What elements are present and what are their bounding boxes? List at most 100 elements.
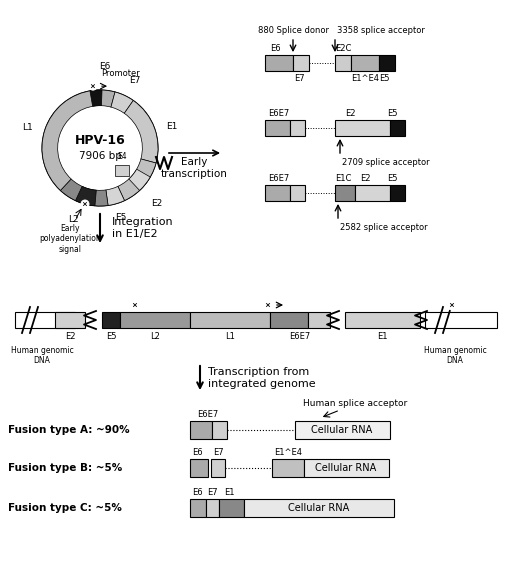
Bar [244, 499, 394, 517]
Text: E2: E2 [360, 174, 370, 183]
Wedge shape [60, 179, 108, 206]
Text: E1: E1 [224, 488, 234, 497]
Circle shape [81, 200, 89, 208]
Wedge shape [90, 90, 102, 106]
Wedge shape [111, 92, 133, 113]
Bar [345, 312, 420, 328]
Text: Early
transcription: Early transcription [161, 157, 227, 178]
Text: E6: E6 [99, 62, 111, 71]
Bar [265, 55, 293, 71]
Circle shape [58, 105, 142, 190]
Circle shape [89, 82, 97, 90]
Bar [211, 459, 225, 477]
Text: Human splice acceptor: Human splice acceptor [303, 399, 407, 408]
Bar [308, 312, 330, 328]
Wedge shape [93, 90, 115, 107]
Bar [390, 185, 405, 201]
Bar [335, 55, 351, 71]
Text: Integration
in E1/E2: Integration in E1/E2 [112, 217, 174, 239]
Text: 3358 splice acceptor: 3358 splice acceptor [337, 26, 425, 35]
Wedge shape [42, 90, 95, 190]
Text: Human genomic
DNA: Human genomic DNA [423, 346, 486, 365]
Text: Fusion type B: ~5%: Fusion type B: ~5% [8, 463, 122, 473]
Text: E4: E4 [117, 152, 127, 161]
Text: E5: E5 [387, 174, 397, 183]
Text: E5: E5 [106, 332, 116, 341]
Bar [265, 120, 290, 136]
Circle shape [130, 300, 140, 310]
Text: E7: E7 [294, 74, 304, 83]
Wedge shape [124, 100, 158, 163]
Text: E5: E5 [379, 74, 390, 83]
Wedge shape [106, 186, 124, 205]
Text: Cellular RNA: Cellular RNA [311, 425, 373, 435]
Bar [355, 185, 390, 201]
Bar [335, 120, 390, 136]
Text: E7: E7 [207, 488, 217, 497]
Text: E6E7: E6E7 [268, 174, 290, 183]
Bar [335, 185, 355, 201]
Text: E2C: E2C [335, 44, 351, 53]
Text: E1^E4: E1^E4 [274, 448, 302, 457]
Text: L2: L2 [150, 332, 160, 341]
Wedge shape [42, 90, 158, 206]
Bar [272, 459, 304, 477]
Text: E7: E7 [130, 76, 141, 85]
Text: E5: E5 [115, 213, 126, 222]
Text: E1: E1 [166, 122, 178, 131]
Text: E5: E5 [387, 109, 397, 118]
Text: Early
polyadenylation
signal: Early polyadenylation signal [39, 224, 101, 254]
Text: Human genomic
DNA: Human genomic DNA [11, 346, 73, 365]
Bar [120, 312, 190, 328]
Text: HPV-16: HPV-16 [75, 134, 125, 146]
Text: 2582 splice acceptor: 2582 splice acceptor [340, 223, 428, 232]
Bar [295, 421, 390, 439]
Bar [190, 421, 212, 439]
Bar [270, 312, 308, 328]
Bar [293, 55, 309, 71]
Bar [115, 165, 129, 176]
Text: Transcription from
integrated genome: Transcription from integrated genome [208, 367, 315, 389]
Wedge shape [129, 169, 150, 190]
Text: Fusion type A: ~90%: Fusion type A: ~90% [8, 425, 130, 435]
Circle shape [447, 300, 457, 310]
Bar [290, 185, 305, 201]
Wedge shape [118, 159, 156, 201]
Bar [290, 120, 305, 136]
Text: L2: L2 [68, 214, 78, 224]
Text: E1^E4: E1^E4 [351, 74, 379, 83]
Wedge shape [75, 186, 96, 206]
Text: E6: E6 [270, 44, 280, 53]
Bar [15, 312, 75, 328]
Text: L1: L1 [225, 332, 235, 341]
Bar [390, 120, 405, 136]
Bar [304, 459, 389, 477]
Bar [55, 312, 85, 328]
Text: E6E7: E6E7 [197, 410, 219, 419]
Bar [190, 499, 206, 517]
Bar [265, 185, 290, 201]
Text: Cellular RNA: Cellular RNA [288, 503, 350, 513]
Text: 2709 splice acceptor: 2709 splice acceptor [342, 158, 430, 167]
Text: E2: E2 [65, 332, 75, 341]
Text: 7906 bp: 7906 bp [78, 151, 121, 161]
Text: E1: E1 [377, 332, 387, 341]
Text: L1: L1 [23, 123, 33, 132]
Bar [351, 55, 379, 71]
Bar [425, 312, 497, 328]
Text: E6: E6 [191, 488, 202, 497]
Text: Promoter: Promoter [101, 69, 140, 78]
Bar [212, 421, 227, 439]
Text: E1C: E1C [335, 174, 351, 183]
Bar [379, 55, 395, 71]
Text: E6E7: E6E7 [289, 332, 311, 341]
Text: 880 Splice donor: 880 Splice donor [258, 26, 329, 35]
Circle shape [263, 300, 273, 310]
Text: Fusion type C: ~5%: Fusion type C: ~5% [8, 503, 122, 513]
Text: E7: E7 [212, 448, 223, 457]
Bar [206, 499, 219, 517]
Text: E2: E2 [151, 199, 162, 208]
Bar [190, 459, 208, 477]
Bar [102, 312, 120, 328]
Text: E2: E2 [345, 109, 355, 118]
